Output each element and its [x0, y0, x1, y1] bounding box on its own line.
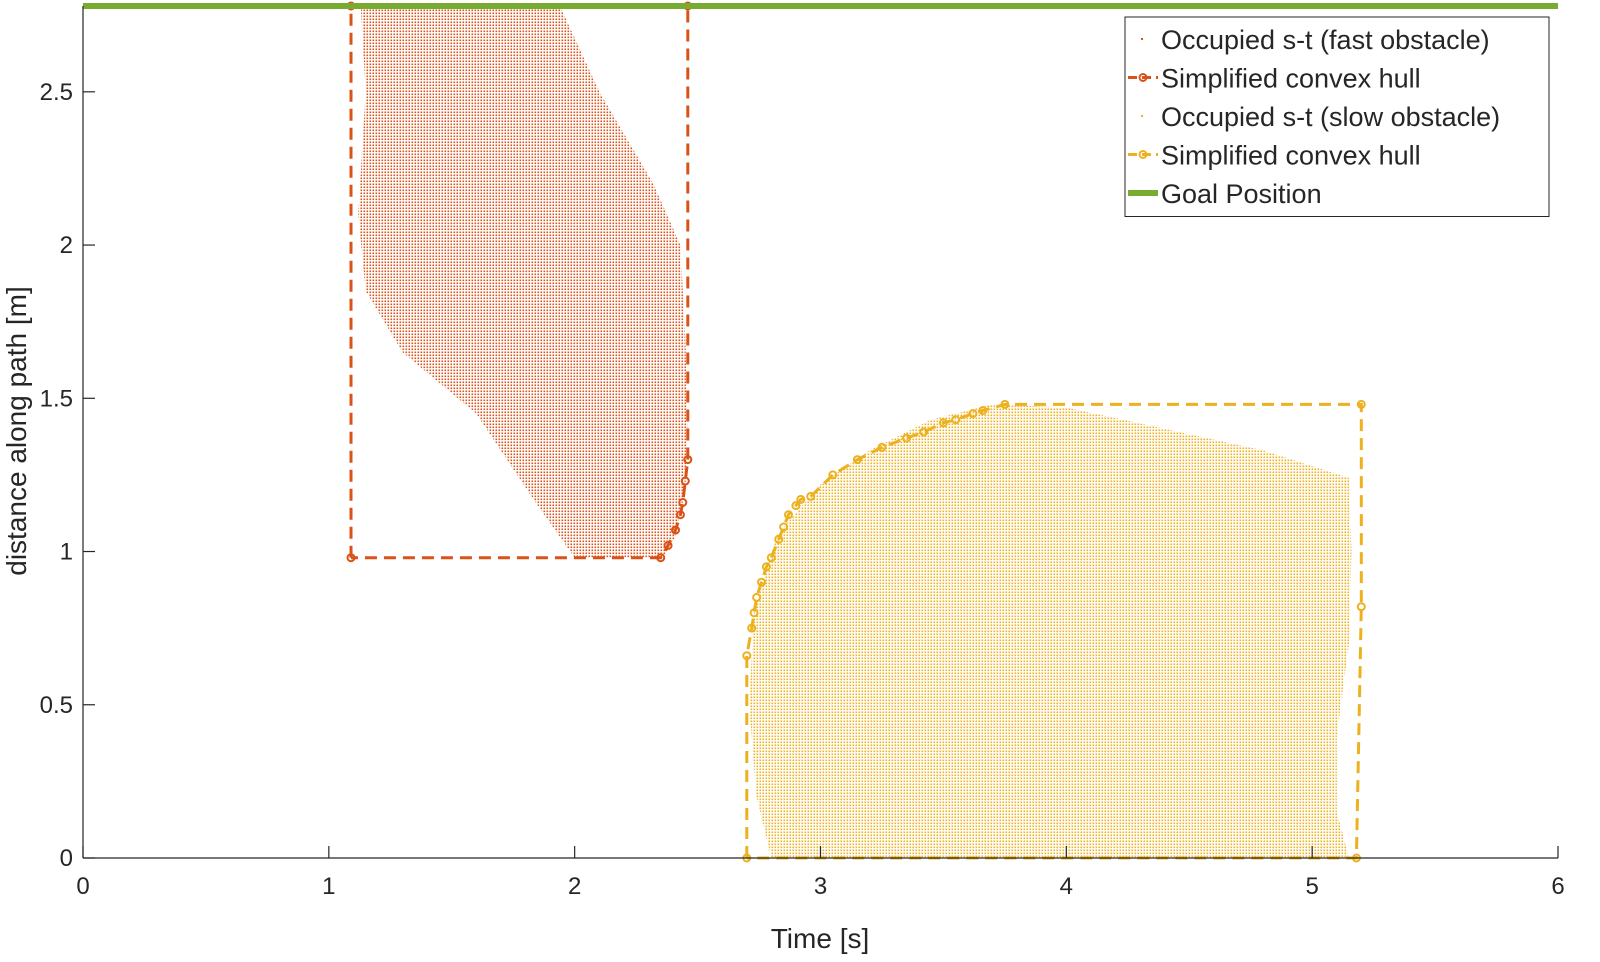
y-tick-label: 1.5: [40, 385, 73, 412]
legend-label: Occupied s-t (fast obstacle): [1161, 25, 1490, 55]
hull-vertex-marker: [779, 522, 789, 532]
legend-entry: Occupied s-t (slow obstacle): [1141, 102, 1500, 132]
y-tick-label: 1: [60, 539, 73, 566]
y-tick-label: 2: [60, 232, 73, 259]
hull-vertex-marker: [978, 406, 988, 415]
y-tick-label: 2.5: [40, 79, 73, 106]
hull-vertex-marker: [683, 455, 693, 465]
x-tick-label: 4: [1060, 873, 1073, 900]
hull-vertex-marker: [784, 510, 793, 520]
x-tick-label: 1: [322, 873, 335, 900]
hull-vertex-marker: [680, 476, 690, 486]
legend-label: Simplified convex hull: [1161, 64, 1421, 94]
legend-marker: [1138, 150, 1148, 159]
hull-vertex-marker: [749, 608, 759, 618]
hull-line: [745, 402, 1363, 860]
hull-vertex-marker: [1356, 399, 1366, 409]
hull-vertex-marker: [877, 442, 887, 452]
hull-vertex-marker: [752, 593, 762, 602]
hull-vertex-marker: [675, 510, 685, 520]
y-tick-label: 0: [60, 845, 73, 872]
x-tick-label: 2: [568, 873, 581, 900]
hull-vertex-marker: [747, 623, 757, 633]
legend-entry: Simplified convex hull: [1128, 141, 1421, 171]
hull-vertex-marker: [951, 415, 961, 425]
legend-marker: [1141, 38, 1143, 40]
hull-vertex-marker: [806, 491, 816, 501]
hull-vertex-marker: [791, 501, 801, 511]
hull-vertex-marker: [1356, 602, 1366, 612]
x-tick-label: 5: [1305, 873, 1318, 900]
y-axis-label: distance along path [m]: [1, 286, 32, 576]
legend-entry: Goal Position: [1128, 179, 1322, 209]
hull-vertex-marker: [766, 553, 776, 563]
hull-vertex-marker: [757, 577, 766, 587]
legend-label: Occupied s-t (slow obstacle): [1161, 102, 1500, 132]
hull-vertex-marker: [656, 553, 666, 563]
hull-vertex-marker: [663, 540, 673, 550]
hull-vertex-marker: [968, 409, 978, 419]
series-0-occupied-s-t-fast-obstacle: [351, 6, 688, 558]
hull-vertex-marker: [902, 433, 911, 443]
series-2-occupied-s-t-slow-obstacle: [749, 404, 1352, 858]
legend-entry: Simplified convex hull: [1128, 64, 1421, 94]
legend-marker: [1141, 115, 1143, 117]
hull-vertex-marker: [761, 562, 771, 572]
hull-vertex-marker: [828, 470, 838, 480]
occupied-region: [749, 404, 1352, 858]
hull-vertex-marker: [919, 427, 929, 437]
hull-vertex-marker: [852, 455, 862, 465]
legend-marker: [1138, 73, 1148, 82]
y-tick-label: 0.5: [40, 692, 73, 719]
legend-label: Goal Position: [1161, 179, 1322, 209]
legend: Occupied s-t (fast obstacle) Simplified c…: [1124, 16, 1550, 217]
legend-entry: Occupied s-t (fast obstacle): [1141, 25, 1490, 55]
series-1-simplified-convex-hull: [346, 1, 693, 563]
hull-vertex-marker: [678, 498, 688, 507]
axes: 0 1 2 3 4 5 6 0 0.5 1 1.5 2 2.5: [40, 6, 1565, 900]
hull-vertex-marker: [938, 418, 948, 428]
legend-box: [1124, 16, 1550, 217]
x-axis-label: Time [s]: [771, 923, 870, 954]
hull-vertex-marker: [774, 534, 784, 544]
plot-area: [83, 1, 1558, 863]
hull-vertex-marker: [346, 553, 356, 563]
x-tick-label: 6: [1551, 873, 1564, 900]
x-tick-label: 3: [814, 873, 827, 900]
hull-vertex-marker: [742, 651, 752, 661]
hull-vertex-marker: [796, 494, 806, 504]
hull-line: [349, 4, 690, 560]
legend-label: Simplified convex hull: [1161, 141, 1421, 171]
x-tick-label: 0: [76, 873, 89, 900]
hull-vertex-marker: [671, 525, 680, 535]
occupied-region: [351, 6, 688, 558]
hull-vertex-marker: [1000, 399, 1010, 409]
